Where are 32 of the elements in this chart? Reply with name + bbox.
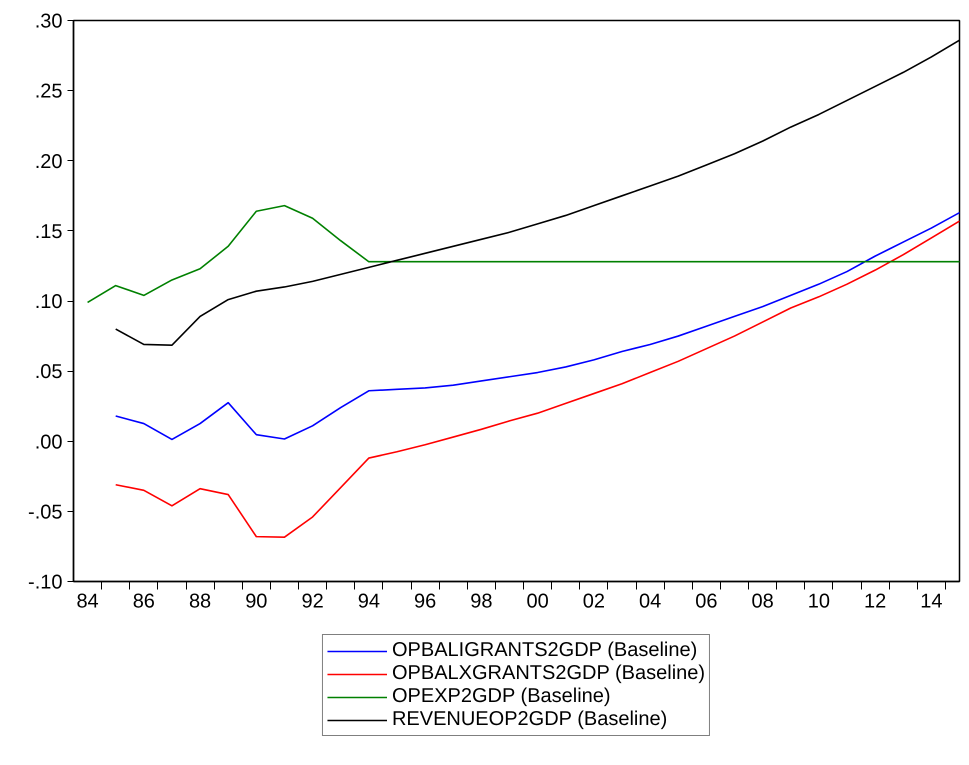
line-series — [86, 204, 960, 304]
x-tick-label: 00 — [526, 590, 549, 612]
x-tick-label: 88 — [188, 590, 212, 612]
y-tick-label: -.05 — [28, 501, 63, 524]
y-tick-label: .20 — [34, 150, 63, 173]
x-tick-label: 06 — [695, 590, 718, 612]
y-tick-label: -.10 — [28, 572, 63, 594]
x-tick-label: 14 — [920, 590, 942, 612]
y-tick-label: .15 — [34, 220, 63, 243]
y-tick-label: .00 — [34, 431, 63, 454]
y-tick-label: .30 — [34, 10, 63, 32]
x-tick-label: 12 — [864, 590, 886, 612]
line-series — [114, 212, 960, 440]
x-tick-label: 04 — [638, 590, 662, 612]
x-tick-label: 84 — [76, 590, 99, 612]
y-tick-label: .05 — [34, 361, 63, 384]
legend-label: OPBALXGRANTS2GDP (Baseline) — [392, 662, 706, 685]
x-tick-label: 98 — [470, 590, 492, 612]
legend-label: OPEXP2GDP (Baseline) — [392, 685, 611, 708]
legend-label: REVENUEOP2GDP (Baseline) — [392, 708, 668, 731]
x-tick-label: 96 — [414, 590, 436, 612]
x-tick-label: 92 — [301, 590, 324, 612]
x-tick-label: 90 — [245, 590, 268, 612]
line-series — [114, 220, 960, 538]
legend-label: OPBALIGRANTS2GDP (Baseline) — [392, 639, 698, 662]
y-tick-label: .10 — [34, 291, 63, 313]
x-tick-label: 02 — [582, 590, 605, 612]
x-tick-label: 86 — [132, 590, 155, 612]
y-tick-label: .25 — [34, 80, 63, 103]
x-tick-label: 10 — [808, 590, 830, 612]
x-tick-label: 08 — [751, 590, 774, 612]
x-tick-label: 94 — [358, 590, 380, 612]
